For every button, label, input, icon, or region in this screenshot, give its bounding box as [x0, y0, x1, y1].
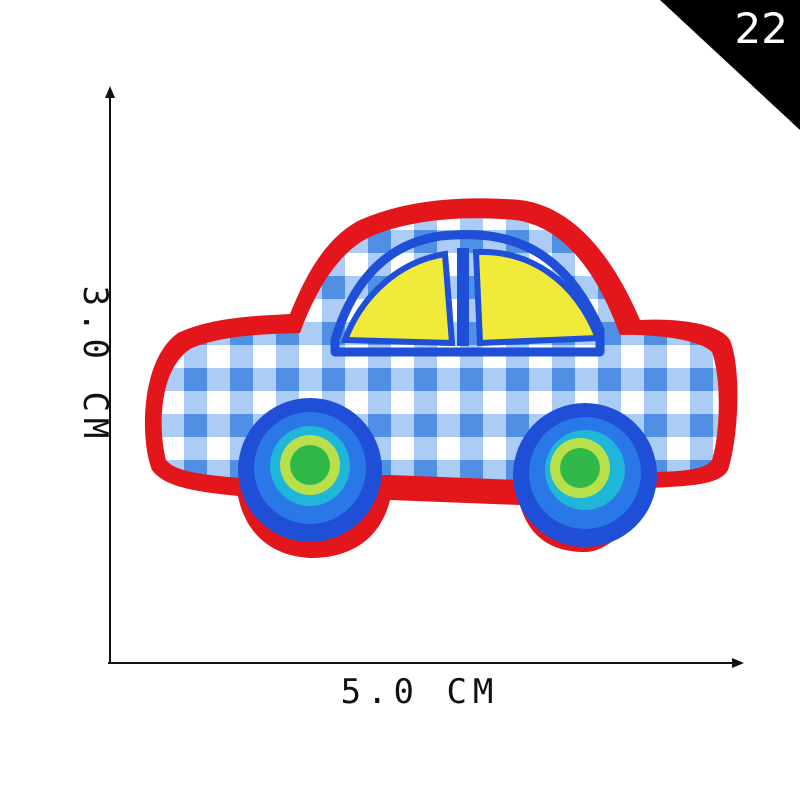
rear-window: [472, 248, 603, 347]
vertical-axis-arrow: [105, 86, 115, 98]
front-window: [340, 250, 456, 347]
horizontal-axis-arrow: [732, 658, 744, 668]
roof-trim: [330, 230, 605, 357]
front-wheel: [238, 398, 382, 542]
rear-wheel: [513, 403, 657, 547]
car-patch: [144, 198, 738, 558]
image-number-badge: 22: [734, 4, 788, 53]
corner-badge: [660, 0, 800, 130]
height-dimension-label: 3.0 CM: [75, 285, 115, 445]
width-dimension-label: 5.0 CM: [340, 672, 500, 712]
dimension-axes: [105, 86, 744, 668]
